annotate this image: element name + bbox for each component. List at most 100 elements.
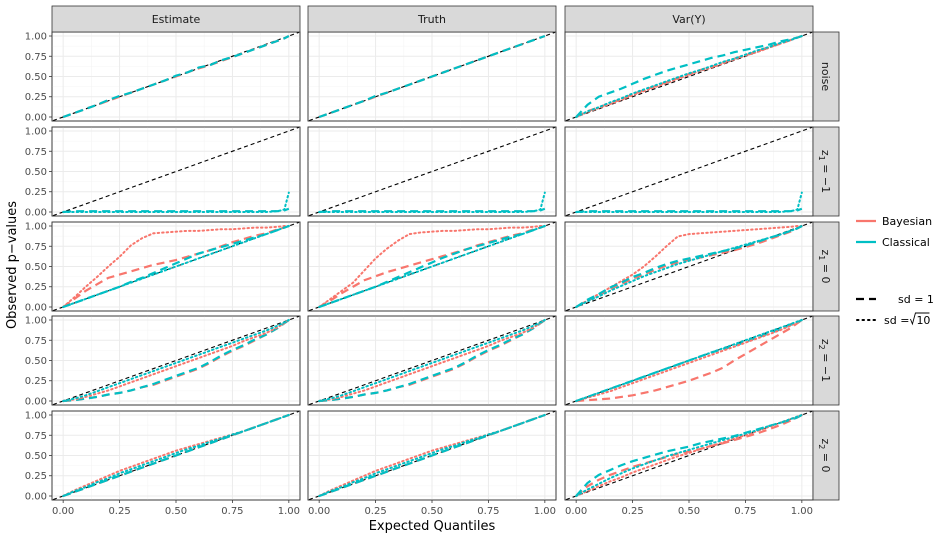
series-line-classical-sd-sqrt10 bbox=[575, 191, 803, 213]
series-line-bayesian-sd-sqrt10 bbox=[575, 319, 803, 402]
y-tick-label: 1.00 bbox=[25, 127, 47, 138]
panel-series-group bbox=[318, 413, 546, 498]
column-strip: Var(Y) bbox=[564, 5, 814, 33]
series-line-bayesian-sd-sqrt10 bbox=[575, 414, 803, 497]
y-tick-label: 0.25 bbox=[25, 282, 47, 293]
series-line-bayesian-sd-sqrt10 bbox=[62, 319, 290, 402]
x-tick-label: 0.00 bbox=[52, 506, 74, 517]
panel-series-group bbox=[62, 224, 290, 309]
column-strip: Truth bbox=[307, 5, 557, 33]
series-line-classical-sd-sqrt10 bbox=[575, 225, 803, 308]
legend-label: sd = bbox=[884, 314, 909, 327]
panel-series-group bbox=[575, 414, 803, 497]
x-tick-label: 0.25 bbox=[364, 506, 386, 517]
series-line-classical-sd-sqrt10 bbox=[62, 225, 290, 308]
series-line-classical-sd-sqrt10 bbox=[318, 319, 546, 402]
series-line-bayesian-sd-sqrt10 bbox=[575, 35, 803, 118]
facet-panel bbox=[307, 126, 557, 217]
y-tick-label: 0.00 bbox=[25, 491, 47, 502]
legend-label: Classical bbox=[882, 236, 930, 249]
y-tick-label: 0.50 bbox=[25, 451, 47, 462]
y-tick-label: 0.50 bbox=[25, 72, 47, 83]
panel-border bbox=[307, 315, 557, 406]
reference-line bbox=[565, 126, 813, 217]
x-tick-label: 1.00 bbox=[278, 506, 300, 517]
row-strip-label: z1 = 0 bbox=[817, 249, 832, 283]
series-line-classical-sd-1 bbox=[318, 34, 546, 119]
panel-border bbox=[307, 126, 557, 217]
row-strip-label: z2 = 0 bbox=[817, 438, 832, 472]
facet-panel bbox=[51, 126, 301, 217]
series-line-classical-sd-sqrt10 bbox=[575, 319, 803, 402]
legend-key-bayesian: Bayesian bbox=[856, 215, 932, 228]
y-tick-label: 1.00 bbox=[25, 411, 47, 422]
panel-series-group bbox=[575, 191, 803, 214]
column-strip: Estimate bbox=[51, 5, 301, 33]
facet-panel bbox=[564, 126, 814, 217]
panel-series-group bbox=[318, 224, 546, 309]
panel-series-group bbox=[318, 319, 546, 403]
y-tick-label: 0.00 bbox=[25, 302, 47, 313]
panel-series-group bbox=[575, 34, 803, 118]
y-axis: 0.00 0.25 0.50 0.75 1.00 0.00 0.25 0.50 0.75 1.00… bbox=[25, 32, 52, 502]
series-line-bayesian-sd-sqrt10 bbox=[318, 319, 546, 402]
y-tick-label: 0.00 bbox=[25, 396, 47, 407]
series-line-classical-sd-1 bbox=[318, 413, 546, 498]
x-tick-label: 0.50 bbox=[421, 506, 443, 517]
legend-key-sd-1: sd = 1 bbox=[856, 293, 934, 306]
row-strip: z1 = 0 bbox=[812, 221, 840, 312]
series-line-bayesian-sd-1 bbox=[575, 414, 803, 497]
column-strips: Estimate Truth Var(Y) bbox=[51, 5, 814, 33]
reference-line bbox=[308, 126, 556, 217]
y-tick-label: 0.75 bbox=[25, 147, 47, 158]
x-axis: 0.00 0.25 0.50 0.75 1.00 0.00 0.25 0.50 0.75 1.00… bbox=[52, 500, 813, 517]
legend-label-sqrt-arg: 10 bbox=[916, 314, 930, 327]
series-line-bayesian-sd-sqrt10 bbox=[62, 414, 290, 497]
row-strip: z2 = 0 bbox=[812, 410, 840, 501]
x-tick-label: 1.00 bbox=[534, 506, 556, 517]
strip-background bbox=[307, 5, 557, 33]
series-line-bayesian-sd-1 bbox=[576, 319, 803, 403]
x-tick-label: 1.00 bbox=[791, 506, 813, 517]
series-line-classical-sd-1 bbox=[62, 35, 290, 119]
x-tick-label: 0.25 bbox=[621, 506, 643, 517]
y-axis-title: Observed p−values bbox=[5, 201, 20, 329]
reference-line bbox=[308, 315, 556, 406]
y-tick-label: 0.75 bbox=[25, 336, 47, 347]
legend: Bayesian Classical sd = 1 sd = 10 bbox=[856, 215, 934, 327]
row-strip-label: z2 = −1 bbox=[817, 339, 832, 382]
x-tick-label: 0.50 bbox=[678, 506, 700, 517]
y-tick-label: 0.50 bbox=[25, 356, 47, 367]
facet-panel bbox=[307, 315, 557, 406]
legend-key-classical: Classical bbox=[856, 236, 930, 249]
y-tick-label: 0.75 bbox=[25, 242, 47, 253]
panels-layer bbox=[51, 31, 814, 501]
panel-series-group bbox=[62, 413, 290, 498]
x-tick-label: 0.00 bbox=[565, 506, 587, 517]
series-line-classical-sd-1 bbox=[319, 319, 546, 403]
panel-series-group bbox=[62, 35, 290, 119]
y-tick-label: 0.00 bbox=[25, 207, 47, 218]
y-tick-label: 0.75 bbox=[25, 52, 47, 63]
series-line-classical-sd-sqrt10 bbox=[318, 414, 546, 497]
y-tick-label: 0.50 bbox=[25, 262, 47, 273]
y-tick-label: 0.25 bbox=[25, 471, 47, 482]
y-tick-label: 0.25 bbox=[25, 376, 47, 387]
y-tick-label: 0.25 bbox=[25, 187, 47, 198]
y-tick-label: 0.25 bbox=[25, 92, 47, 103]
row-strip: z1 = −1 bbox=[812, 126, 840, 217]
reference-line bbox=[52, 315, 300, 406]
strip-background bbox=[812, 31, 840, 122]
strip-background bbox=[51, 5, 301, 33]
strip-background bbox=[812, 410, 840, 501]
strip-background bbox=[812, 221, 840, 312]
row-strips: noise z1 = −1 z1 = 0 z2 = −1 z2 = 0 bbox=[812, 31, 840, 501]
series-line-classical-sd-1 bbox=[575, 225, 803, 308]
column-strip-label: Estimate bbox=[152, 13, 201, 26]
panel-series-group bbox=[62, 191, 290, 214]
series-line-classical-sd-sqrt10 bbox=[62, 191, 290, 213]
series-line-bayesian-sd-1 bbox=[575, 225, 803, 308]
y-tick-label: 0.50 bbox=[25, 167, 47, 178]
column-strip-label: Truth bbox=[417, 13, 446, 26]
